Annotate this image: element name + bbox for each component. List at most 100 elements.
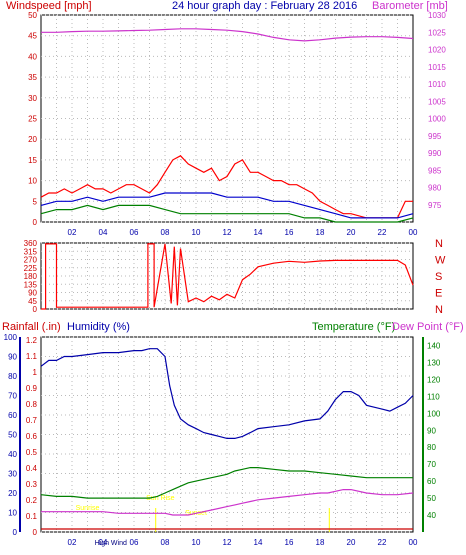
wind-x-tick-label: 04 [99,228,108,237]
barometer-tick-label: 980 [428,184,442,193]
barometer-tick-label: 975 [428,201,442,210]
barometer-tick-label: 1010 [428,80,446,89]
temperature-tick-label: 80 [427,443,436,452]
barometer-tick-label: 1015 [428,63,446,72]
direction-tick-label: 315 [24,247,38,256]
wind-tick-label: 50 [28,11,37,20]
humidity-tick-label: 20 [8,489,17,498]
humidity-tick-label: 80 [8,372,17,381]
humidity-x-tick-label: 02 [68,538,77,547]
direction-tick-label: 225 [24,264,38,273]
humidity-x-tick-label: 08 [161,538,170,547]
barometer-axis-title: Barometer [mb] [372,0,448,12]
rainfall-tick-label: 1.2 [26,336,38,345]
compass-label: N [435,304,443,316]
temperature-tick-label: 40 [427,511,436,520]
wind-x-tick-label: 12 [223,228,232,237]
temperature-tick-label: 110 [427,392,440,401]
direction-tick-label: 135 [24,280,38,289]
wind-average-line [40,192,414,219]
humidity-tick-label: 40 [8,450,17,459]
direction-tick-label: 0 [33,305,38,314]
rainfall-tick-label: 0.8 [26,400,38,409]
temperature-tick-label: 120 [427,375,441,384]
wind-gust-line [40,155,413,219]
wind-x-tick-label: 16 [285,228,294,237]
wind-x-tick-label: 00 [409,228,418,237]
humidity-tick-label: 0 [13,528,18,537]
barometer-tick-label: 1025 [428,28,446,37]
barometer-tick-label: 990 [428,149,442,158]
wind-x-tick-label: 08 [161,228,170,237]
dewpoint-axis-title: Dew Point (°F) [392,321,464,333]
temperature-axis-title: Temperature (°F) [312,321,395,333]
wind-tick-label: 35 [28,73,37,82]
rainfall-tick-label: 0.5 [26,448,38,457]
temperature-tick-label: 140 [427,341,441,350]
temperature-tick-label: 70 [427,460,436,469]
barometer-tick-label: 1005 [428,97,446,106]
wind-tick-label: 25 [28,115,37,124]
humidity-tick-label: 10 [8,509,17,518]
humidity-x-tick-label: 14 [254,538,263,547]
humidity-x-tick-label: 04 [99,538,108,547]
direction-tick-label: 90 [28,289,37,298]
humidity-axis-title: Humidity (%) [67,321,130,333]
rainfall-tick-label: 0.6 [26,432,38,441]
temperature-tick-label: 50 [427,494,436,503]
humidity-x-tick-label: 18 [316,538,325,547]
rainfall-tick-label: 0.7 [26,416,38,425]
humidity-line [40,348,414,439]
rainfall-tick-label: 0.2 [26,496,38,505]
humidity-tick-label: 100 [4,333,18,342]
humidity-tick-label: 70 [8,392,17,401]
wind-tick-label: 5 [33,197,38,206]
rainfall-tick-label: 0.3 [26,480,38,489]
barometer-tick-label: 995 [428,132,442,141]
temperature-tick-label: 130 [427,358,441,367]
wind-tick-label: 45 [28,32,37,41]
wind-tick-label: 15 [28,156,37,165]
direction-tick-label: 180 [24,272,38,281]
temperature-line [40,467,413,499]
rainfall-tick-label: 0.9 [26,384,38,393]
humidity-x-tick-label: 16 [285,538,294,547]
humidity-tick-label: 30 [8,470,17,479]
rainfall-tick-label: 1 [33,368,38,377]
graph-title: 24 hour graph day : February 28 2016 [172,0,357,12]
rainfall-tick-label: 1.1 [26,352,38,361]
humidity-x-tick-label: 06 [130,538,139,547]
plot-layer: 0510152025303540455097598098599099510001… [4,11,447,547]
compass-label: S [435,271,442,283]
humidity-x-tick-label: 12 [223,538,232,547]
wind-tick-label: 40 [28,52,37,61]
compass-label: W [435,255,446,267]
wind-x-tick-label: 22 [378,228,387,237]
barometer-tick-label: 1030 [428,11,446,20]
wind-direction-line [41,243,414,310]
wind-x-tick-label: 10 [192,228,201,237]
humidity-tick-label: 90 [8,353,17,362]
dew-point-line [41,489,414,516]
barometer-tick-label: 1000 [428,115,446,124]
compass-label: E [435,288,442,300]
rainfall-axis-title: Rainfall (.in) [2,321,61,333]
compass-label: N [435,238,443,250]
barometer-tick-label: 1020 [428,46,446,55]
wind-x-tick-label: 20 [347,228,356,237]
wind-x-tick-label: 18 [316,228,325,237]
humidity-x-tick-label: 20 [347,538,356,547]
wind-x-tick-label: 02 [68,228,77,237]
wind-tick-label: 10 [28,177,37,186]
humidity-tick-label: 60 [8,411,17,420]
rainfall-tick-label: 0 [33,528,38,537]
direction-tick-label: 360 [24,239,38,248]
temperature-tick-label: 100 [427,409,441,418]
wind-tick-label: 30 [28,94,37,103]
rainfall-tick-label: 0.4 [26,464,38,473]
event-annotation: Sun Rise [146,495,175,502]
temperature-tick-label: 90 [427,426,436,435]
direction-tick-label: 45 [28,297,37,306]
wind-speed-line [40,204,414,223]
